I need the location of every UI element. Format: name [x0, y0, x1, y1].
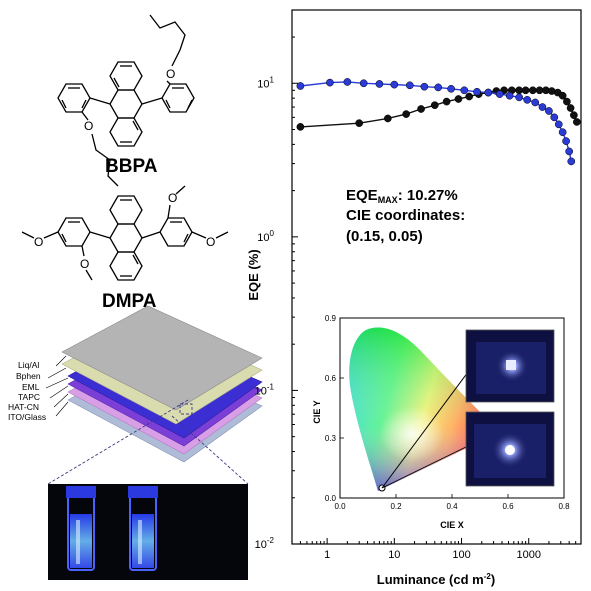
series-point-0 [566, 104, 575, 112]
dmpa-oxygen-2: O [206, 235, 215, 249]
layer-label-tapc: TAPC [18, 392, 40, 402]
series-point-1 [523, 95, 532, 104]
series-point-0 [430, 101, 439, 110]
series-point-1 [343, 78, 352, 86]
series-point-1 [531, 98, 540, 107]
series-point-0 [383, 114, 392, 123]
cie-x-tick-label: 0.6 [502, 502, 514, 511]
series-point-1 [558, 128, 567, 137]
layer-liq-al [61, 305, 263, 411]
bbpa-oxygen-lower: O [84, 119, 93, 133]
x-tick-label: 1 [324, 549, 330, 561]
series-point-1 [434, 83, 443, 92]
device-stack: Liq/Al Bphen EML TAPC HAT-CN ITO/Glass [8, 305, 263, 485]
y-tick-label: 10-2 [255, 536, 275, 551]
series-point-1 [565, 147, 574, 156]
cie-x-tick-label: 0.0 [334, 502, 346, 511]
cie-inset: 0.0 0.2 0.4 0.6 0.8 0.0 0.3 0.6 0.9 CIE X CIE Y [308, 312, 570, 534]
eqe-y-axis-label: EQE (%) [246, 249, 261, 300]
cie-x-axis-label: CIE X [440, 520, 464, 530]
x-tick-label: 1000 [516, 549, 540, 561]
series-point-0 [521, 86, 530, 95]
series-point-1 [359, 79, 368, 88]
series-point-0 [454, 95, 463, 103]
series-point-0 [355, 119, 364, 127]
layer-label-eml: EML [22, 382, 40, 392]
series-point-0 [528, 86, 537, 95]
series-point-1 [550, 113, 559, 122]
dmpa-oxygen-1: O [168, 191, 177, 205]
vial-photo [48, 484, 248, 580]
series-point-0 [402, 110, 411, 118]
y-tick-label: 101 [257, 75, 274, 90]
cie-y-tick-label: 0.6 [325, 374, 337, 383]
y-tick-label: 10-1 [255, 382, 275, 397]
series-point-1 [460, 86, 469, 95]
series-point-1 [484, 88, 493, 97]
bbpa-oxygen-upper: O [166, 67, 175, 81]
series-point-1 [390, 80, 399, 89]
series-point-1 [375, 80, 384, 88]
x-tick-label: 100 [452, 549, 470, 561]
series-point-0 [572, 118, 581, 126]
layer-label-bphen: Bphen [16, 371, 41, 381]
cie-coordinates-value: (0.15, 0.05) [346, 228, 423, 245]
series-point-1 [447, 84, 455, 93]
eqe-plot-frame [291, 9, 582, 545]
series-point-0 [417, 105, 425, 113]
layer-label-ito-glass: ITO/Glass [8, 412, 46, 422]
cie-y-tick-label: 0.3 [325, 434, 337, 443]
series-point-1 [567, 157, 576, 166]
cie-coordinates-label: CIE coordinates: [346, 207, 465, 224]
dmpa-structure: O O O O [21, 185, 229, 281]
series-point-0 [442, 97, 451, 106]
series-point-0 [296, 123, 305, 131]
series-line-1 [300, 81, 572, 162]
cie-y-axis-label: CIE Y [312, 400, 322, 423]
x-tick-label: 10 [388, 549, 400, 561]
series-point-1 [545, 107, 553, 115]
cie-y-tick-label: 0.0 [325, 494, 337, 503]
series-point-1 [473, 87, 481, 96]
eqe-max-annotation: EQEMAX: 10.27% [346, 187, 458, 205]
series-point-0 [570, 111, 578, 120]
series-point-1 [495, 90, 504, 98]
dmpa-oxygen-3: O [80, 257, 89, 271]
series-point-1 [420, 82, 429, 91]
eqe-x-axis-label: Luminance (cd m-2) [377, 572, 495, 587]
layer-label-hatcn: HAT-CN [8, 402, 39, 412]
series-point-1 [515, 93, 523, 102]
cie-x-tick-label: 0.4 [446, 502, 458, 511]
bbpa-structure: O O [57, 14, 195, 187]
series-point-1 [326, 78, 334, 87]
series-point-1 [562, 137, 570, 145]
bbpa-label: BBPA [105, 156, 158, 177]
series-point-1 [405, 81, 414, 90]
series-line-0 [300, 89, 578, 128]
cie-y-tick-label: 0.9 [325, 314, 337, 323]
series-point-1 [538, 103, 547, 111]
series-point-0 [563, 97, 571, 106]
layer-label-liq-al: Liq/Al [18, 360, 39, 370]
device-photo-bottom [465, 411, 555, 487]
dmpa-oxygen-4: O [34, 235, 43, 249]
dmpa-label: DMPA [102, 291, 157, 312]
series-point-0 [515, 86, 523, 95]
eqe-chart: 1 10 100 1000 101 100 10-1 10-2 EQE (%) Luminan… [246, 9, 582, 587]
series-point-1 [296, 82, 305, 90]
y-tick-label: 100 [257, 229, 274, 244]
cie-x-tick-label: 0.2 [390, 502, 402, 511]
series-point-0 [558, 91, 567, 100]
device-photo-top [465, 329, 555, 403]
cie-x-tick-label: 0.8 [558, 502, 570, 511]
series-point-0 [465, 92, 474, 101]
series-point-1 [505, 91, 514, 100]
series-point-1 [554, 120, 563, 129]
